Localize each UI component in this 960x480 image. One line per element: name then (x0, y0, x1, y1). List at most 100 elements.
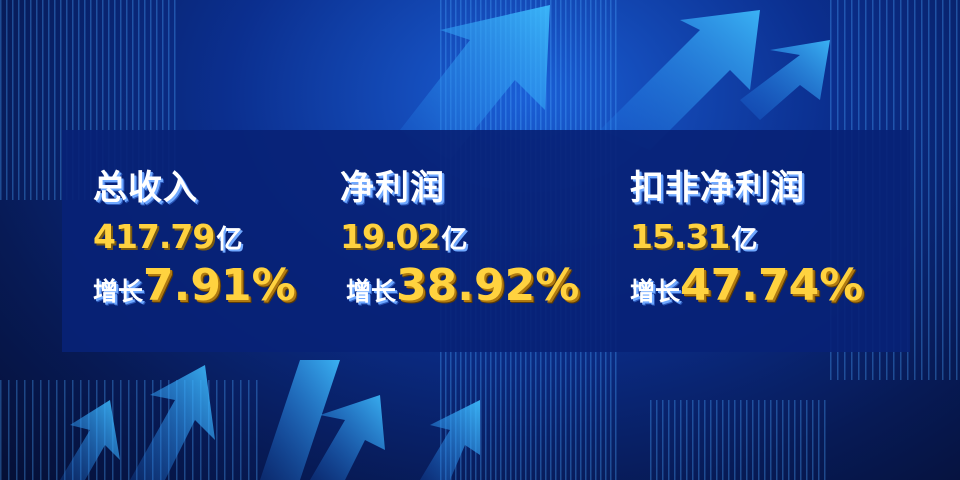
light-stripe (48, 0, 50, 200)
light-stripe (914, 0, 916, 380)
light-stripe (132, 0, 134, 200)
light-stripe (716, 400, 718, 480)
light-stripe (692, 400, 694, 480)
light-stripe (704, 400, 706, 480)
light-stripe (764, 400, 766, 480)
metric-title: 总收入 (93, 168, 198, 208)
light-stripe (935, 0, 937, 380)
light-stripe (0, 380, 2, 480)
light-stripe (770, 400, 772, 480)
light-stripe (32, 380, 34, 480)
growth-value: 7.91% (143, 260, 296, 311)
light-stripe (668, 400, 670, 480)
light-stripe (788, 400, 790, 480)
light-stripe (88, 380, 90, 480)
metric-net-profit: 净利润 19.02亿 增长38.92% (340, 160, 579, 311)
metric-value: 417.79 (93, 217, 215, 256)
metric-unit: 亿 (731, 225, 758, 255)
light-stripe (144, 380, 146, 480)
metric-total-revenue: 总收入 417.79亿 增长7.91% (93, 160, 296, 311)
growth-value: 38.92% (396, 260, 580, 311)
light-stripe (758, 400, 760, 480)
light-stripe (156, 0, 158, 200)
light-stripe (150, 0, 152, 200)
light-stripe (90, 0, 92, 200)
light-stripe (949, 0, 951, 380)
light-stripe (40, 380, 42, 480)
light-stripe (64, 380, 66, 480)
light-stripe (722, 400, 724, 480)
light-stripe (650, 400, 652, 480)
light-stripe (928, 0, 930, 380)
light-stripe (72, 0, 74, 200)
light-stripe (921, 0, 923, 380)
light-stripe (656, 400, 658, 480)
light-stripe (192, 380, 194, 480)
light-stripe (956, 0, 958, 380)
light-stripe (686, 400, 688, 480)
light-stripe (782, 400, 784, 480)
light-stripe (216, 380, 218, 480)
metric-value: 15.31 (630, 217, 730, 256)
light-stripe (248, 380, 250, 480)
light-stripe (256, 380, 258, 480)
light-stripe (710, 400, 712, 480)
light-stripe (174, 0, 176, 200)
light-stripe (662, 400, 664, 480)
light-stripe (794, 400, 796, 480)
light-stripe (200, 380, 202, 480)
light-stripe (120, 0, 122, 200)
metric-adjusted-net-profit: 扣非净利润 15.31亿 增长47.74% (630, 160, 863, 311)
light-stripe (136, 380, 138, 480)
light-stripe (232, 380, 234, 480)
light-stripe (120, 380, 122, 480)
light-stripe (224, 380, 226, 480)
light-stripe (812, 400, 814, 480)
metrics-panel: 总收入 417.79亿 增长7.91% 净利润 19.02亿 增长38.92% … (62, 130, 910, 352)
light-stripe (734, 400, 736, 480)
metric-unit: 亿 (441, 225, 468, 255)
light-stripe (162, 0, 164, 200)
light-stripe (24, 380, 26, 480)
light-stripe (168, 0, 170, 200)
light-stripe (680, 400, 682, 480)
light-stripe (698, 400, 700, 480)
light-stripe (80, 380, 82, 480)
growth-value: 47.74% (680, 260, 864, 311)
light-stripe (96, 0, 98, 200)
light-stripe (126, 0, 128, 200)
light-stripe (806, 400, 808, 480)
light-stripe (8, 380, 10, 480)
light-stripe (0, 0, 2, 200)
metric-unit: 亿 (216, 225, 243, 255)
light-stripe (66, 0, 68, 200)
light-stripe (42, 0, 44, 200)
light-stripe (674, 400, 676, 480)
light-stripe (128, 380, 130, 480)
growth-label: 增长 (93, 277, 144, 306)
light-stripe (6, 0, 8, 200)
growth-label: 增长 (346, 277, 397, 306)
light-stripe (16, 380, 18, 480)
light-stripe (138, 0, 140, 200)
light-stripe (728, 400, 730, 480)
light-stripe (746, 400, 748, 480)
upward-arrow-icon (60, 5, 830, 480)
light-stripe (818, 400, 820, 480)
light-stripe (84, 0, 86, 200)
light-stripe (114, 0, 116, 200)
light-stripe (30, 0, 32, 200)
light-stripe (60, 0, 62, 200)
light-stripe (18, 0, 20, 200)
light-stripe (800, 400, 802, 480)
light-stripe (740, 400, 742, 480)
light-stripe (240, 380, 242, 480)
light-stripe (36, 0, 38, 200)
light-stripe (152, 380, 154, 480)
metric-title: 净利润 (340, 168, 445, 208)
light-stripe (48, 380, 50, 480)
light-stripe (24, 0, 26, 200)
light-stripe (78, 0, 80, 200)
light-stripe (102, 0, 104, 200)
light-stripe (824, 400, 826, 480)
